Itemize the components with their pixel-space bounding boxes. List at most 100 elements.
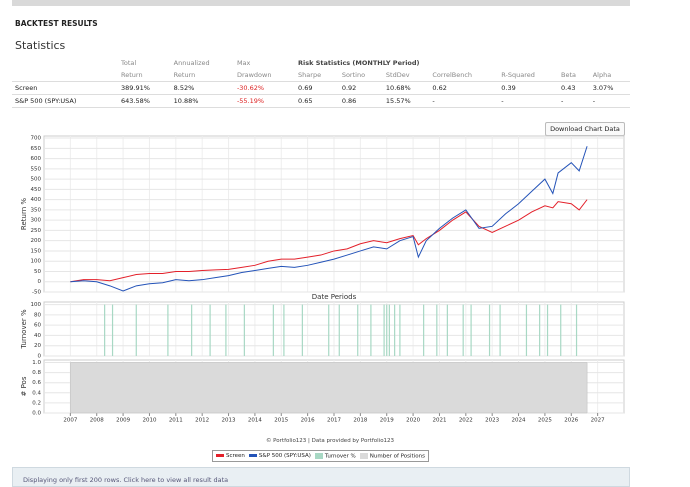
- cell: 0.43: [558, 81, 590, 95]
- y-tick-label: 550: [31, 166, 42, 172]
- y-tick-label: 0: [38, 279, 42, 285]
- cell: Screen: [12, 81, 118, 95]
- column-header: Sortino: [341, 71, 366, 79]
- legend-label: Screen: [226, 453, 245, 459]
- x-tick-label: 2017: [327, 418, 341, 424]
- y-tick-label: 650: [31, 146, 42, 152]
- legend-label: Turnover %: [324, 453, 356, 460]
- group-header: Total: [121, 59, 137, 67]
- y-tick-label: 80: [34, 312, 41, 318]
- legend-swatch: [359, 452, 368, 459]
- legend-item: Number of Positions: [359, 452, 425, 459]
- bar: [209, 304, 211, 356]
- bar: [539, 304, 541, 356]
- y-tick-label: 250: [31, 228, 42, 234]
- statistics-heading: Statistics: [15, 39, 66, 52]
- legend-label: S&P 500 (SPY:USA): [258, 453, 311, 459]
- y-tick-label: 0.6: [32, 380, 41, 386]
- x-tick-label: 2007: [63, 418, 77, 424]
- legend-item: Turnover %: [314, 452, 356, 460]
- legend-swatch: [248, 454, 257, 457]
- bar: [338, 304, 340, 356]
- y-tick-label: 150: [31, 248, 42, 254]
- cell: -30.62%: [233, 81, 296, 95]
- legend: Screen S&P 500 (SPY:USA) Turnover % Number …: [212, 450, 429, 462]
- bar: [560, 304, 562, 356]
- x-tick-label: 2014: [248, 418, 262, 424]
- bar: [388, 304, 390, 356]
- x-tick-label: 2019: [380, 418, 394, 424]
- cell: S&P 500 (SPY:USA): [12, 94, 118, 108]
- y-tick-label: 450: [31, 187, 42, 193]
- legend-item: Screen: [216, 453, 245, 459]
- y-axis-title: Turnover %: [20, 309, 28, 350]
- cell: -55.19%: [233, 94, 296, 108]
- notice[interactable]: Displaying only first 200 rows. Click he…: [12, 467, 630, 487]
- y-tick-label: 600: [31, 156, 42, 162]
- cell: 389.91%: [118, 81, 171, 95]
- x-tick-label: 2020: [406, 418, 420, 424]
- cell: 15.57%: [382, 94, 430, 108]
- cell: 0.39: [498, 81, 559, 95]
- x-tick-label: 2012: [195, 418, 209, 424]
- x-tick-label: 2016: [301, 418, 315, 424]
- y-tick-label: 0: [38, 354, 42, 360]
- x-tick-label: 2025: [538, 418, 552, 424]
- column-header: Alpha: [592, 71, 612, 79]
- y-tick-label: 300: [31, 218, 42, 224]
- cell: 0.92: [338, 81, 383, 95]
- area: [70, 362, 588, 414]
- column-header: CorrelBench: [432, 71, 473, 79]
- x-tick-label: 2021: [432, 418, 446, 424]
- y-tick-label: 20: [34, 343, 41, 349]
- section-title[interactable]: BACKTEST RESULTS: [15, 19, 98, 28]
- y-tick-label: 200: [31, 238, 42, 244]
- y-tick-label: 1.0: [32, 360, 41, 366]
- x-tick-label: 2027: [591, 418, 605, 424]
- bar: [394, 304, 396, 356]
- column-header: Sharpe: [298, 71, 322, 79]
- x-tick-label: 2009: [116, 418, 130, 424]
- bar: [104, 304, 106, 356]
- y-tick-label: 350: [31, 207, 42, 213]
- cell: -: [498, 94, 559, 108]
- cell: -: [558, 94, 590, 108]
- top-bar: [12, 0, 630, 6]
- cell: -: [589, 94, 630, 108]
- bar: [243, 304, 245, 356]
- x-tick-label: 2026: [564, 418, 578, 424]
- x-tick-label: 2013: [222, 418, 236, 424]
- y-tick-label: 0.2: [32, 400, 41, 406]
- group-header: Risk Statistics (MONTHLY Period): [298, 59, 420, 67]
- bar: [423, 304, 425, 356]
- cell: 0.86: [338, 94, 383, 108]
- legend-swatch: [216, 454, 224, 457]
- bar: [191, 304, 193, 356]
- group-header: Max: [236, 59, 251, 67]
- y-tick-label: 400: [31, 197, 42, 203]
- x-tick-label: 2022: [459, 418, 473, 424]
- x-tick-label: 2008: [90, 418, 104, 424]
- column-header: Drawdown: [236, 71, 272, 79]
- bar: [301, 304, 303, 356]
- bar: [470, 304, 472, 356]
- y-tick-label: 50: [34, 269, 41, 275]
- y-tick-label: 0.8: [32, 370, 41, 376]
- x-tick-label: 2023: [485, 418, 499, 424]
- column-header: Return: [173, 71, 196, 79]
- bar: [383, 304, 385, 356]
- bar: [446, 304, 448, 356]
- legend-item: S&P 500 (SPY:USA): [248, 453, 311, 459]
- y-tick-label: 0.4: [32, 390, 41, 396]
- bar: [283, 304, 285, 356]
- column-header: Return: [121, 71, 143, 79]
- bar: [357, 304, 359, 356]
- y-tick-label: 40: [34, 333, 41, 339]
- y-tick-label: -50: [32, 290, 41, 296]
- bar: [272, 304, 274, 356]
- bar: [546, 304, 549, 356]
- column-header: R-Squared: [501, 71, 535, 79]
- x-tick-label: 2018: [353, 418, 367, 424]
- y-tick-label: 500: [31, 177, 42, 183]
- y-tick-label: 60: [34, 323, 41, 329]
